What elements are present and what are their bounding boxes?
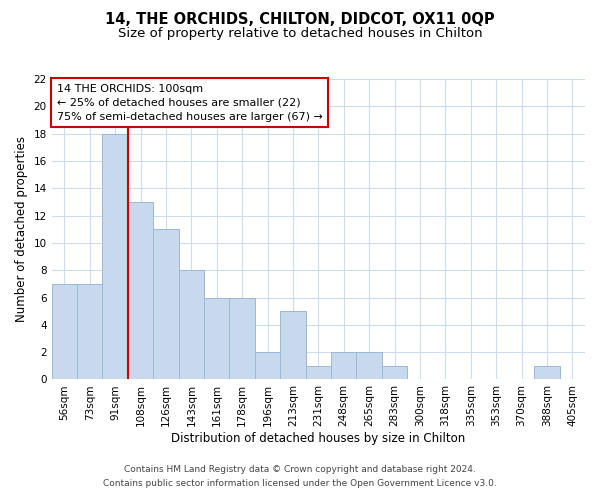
Text: 14 THE ORCHIDS: 100sqm
← 25% of detached houses are smaller (22)
75% of semi-det: 14 THE ORCHIDS: 100sqm ← 25% of detached…	[57, 84, 323, 122]
Bar	[534, 366, 560, 380]
Bar	[103, 134, 128, 380]
Text: Contains HM Land Registry data © Crown copyright and database right 2024.
Contai: Contains HM Land Registry data © Crown c…	[103, 466, 497, 487]
Bar	[128, 202, 153, 380]
Bar	[52, 284, 77, 380]
Bar	[305, 366, 331, 380]
Bar	[229, 298, 255, 380]
Bar	[179, 270, 204, 380]
X-axis label: Distribution of detached houses by size in Chilton: Distribution of detached houses by size …	[171, 432, 466, 445]
Bar	[331, 352, 356, 380]
Y-axis label: Number of detached properties: Number of detached properties	[15, 136, 28, 322]
Bar	[204, 298, 229, 380]
Bar	[382, 366, 407, 380]
Text: Size of property relative to detached houses in Chilton: Size of property relative to detached ho…	[118, 28, 482, 40]
Bar	[77, 284, 103, 380]
Bar	[356, 352, 382, 380]
Bar	[255, 352, 280, 380]
Text: 14, THE ORCHIDS, CHILTON, DIDCOT, OX11 0QP: 14, THE ORCHIDS, CHILTON, DIDCOT, OX11 0…	[105, 12, 495, 28]
Bar	[153, 229, 179, 380]
Bar	[280, 311, 305, 380]
